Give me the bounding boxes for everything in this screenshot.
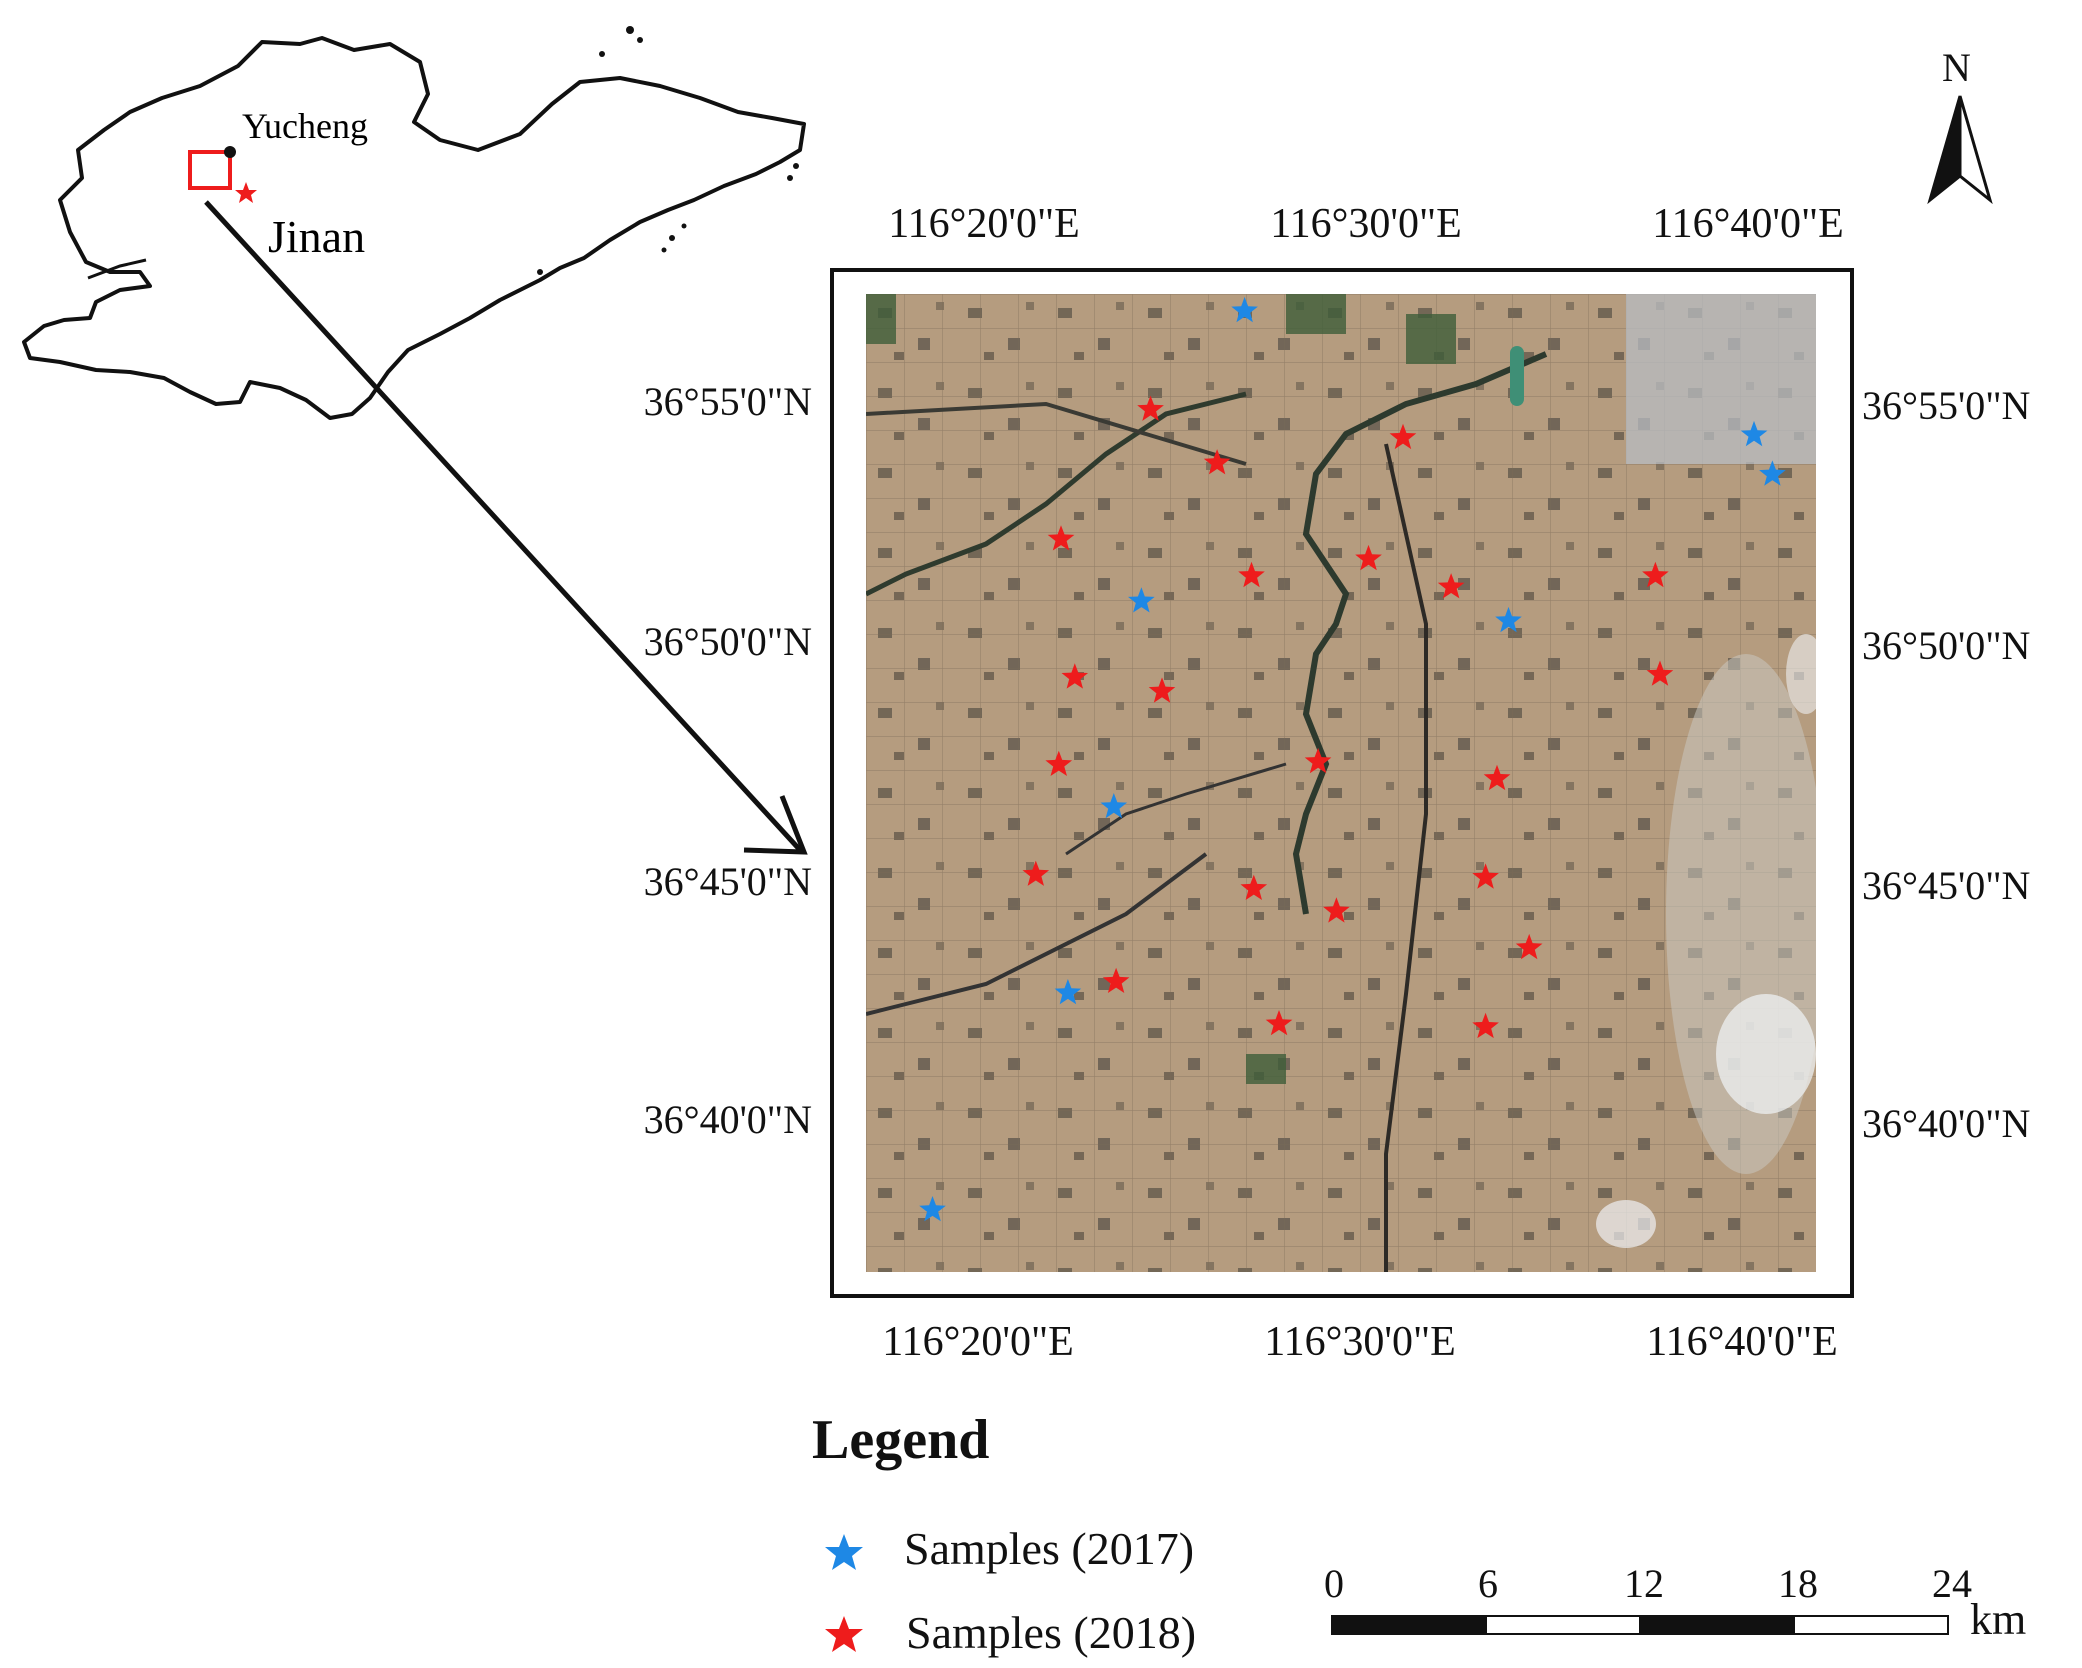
sample-2018-marker — [1304, 747, 1332, 774]
north-label: N — [1942, 45, 1971, 90]
sample-2018-marker — [1642, 561, 1669, 588]
legend-star-2018-icon — [825, 1616, 863, 1652]
lat-tick-left-3: 36°45'0"N — [643, 859, 812, 904]
sample-2018-marker — [1483, 764, 1511, 791]
sample-2018-marker — [1646, 660, 1674, 686]
province-outline — [22, 36, 806, 420]
scale-unit: km — [1970, 1595, 2027, 1644]
lon-tick-top-2: 116°30'0"E — [1270, 201, 1462, 247]
urban-area — [1626, 294, 1816, 464]
jinan-label: Jinan — [268, 211, 365, 262]
study-area-box — [188, 150, 232, 190]
jinan-star — [235, 182, 257, 203]
canal — [866, 391, 1247, 597]
legend-label-2018: Samples (2018) — [906, 1607, 1197, 1658]
scale-tick-0: 0 — [1324, 1561, 1344, 1606]
sample-2018-marker — [1137, 395, 1164, 421]
scale-tick-18: 18 — [1778, 1561, 1818, 1606]
coast-islands — [537, 26, 799, 275]
sample-2017-marker — [1495, 606, 1522, 633]
sample-2018-marker — [1102, 967, 1130, 993]
sample-2017-marker — [1128, 587, 1155, 613]
legend-label-2017: Samples (2017) — [904, 1523, 1195, 1574]
samples-layer — [919, 296, 1786, 1222]
sample-2017-marker — [1231, 296, 1258, 323]
lon-tick-bottom-3: 116°40'0"E — [1646, 1319, 1838, 1365]
river — [1292, 351, 1548, 915]
lat-tick-right-1: 36°55'0"N — [1862, 383, 2031, 428]
scale-tick-6: 6 — [1478, 1561, 1498, 1606]
arrow-line — [204, 200, 802, 852]
sample-2018-marker — [1045, 750, 1073, 776]
clouds — [1716, 994, 1816, 1114]
lat-tick-right-2: 36°50'0"N — [1862, 623, 2031, 668]
sample-2018-marker — [1265, 1010, 1293, 1036]
sample-2017-marker — [919, 1196, 946, 1222]
sample-2018-marker — [1515, 933, 1543, 960]
lat-tick-left-2: 36°50'0"N — [643, 619, 812, 664]
sample-2018-marker — [1355, 544, 1382, 571]
satellite-image — [866, 294, 1816, 1272]
lat-tick-right-3: 36°45'0"N — [1862, 863, 2031, 908]
sample-2017-marker — [1740, 420, 1768, 447]
lat-tick-left-1: 36°55'0"N — [643, 379, 812, 424]
inset-map: Yucheng Jinan — [22, 26, 806, 420]
sample-2018-marker — [1148, 677, 1176, 703]
sample-2018-marker — [1323, 897, 1350, 923]
sample-2017-marker — [1759, 460, 1786, 486]
sample-2018-marker — [1240, 874, 1268, 900]
inset-bay-line — [87, 258, 147, 280]
lon-tick-bottom-2: 116°30'0"E — [1264, 1319, 1456, 1365]
arrow-head — [743, 795, 808, 855]
scale-tick-12: 12 — [1624, 1561, 1664, 1606]
sample-2018-marker — [1022, 860, 1050, 886]
lon-tick-top-1: 116°20'0"E — [888, 201, 1080, 247]
main-road — [1384, 443, 1428, 1272]
sample-2018-marker — [1203, 449, 1231, 475]
yucheng-point — [224, 146, 236, 158]
sample-2017-marker — [1054, 979, 1082, 1005]
green-patches — [866, 294, 1456, 1084]
lat-tick-right-4: 36°40'0"N — [1862, 1101, 2031, 1146]
sample-2018-marker — [1047, 525, 1075, 551]
sample-2018-marker — [1472, 863, 1499, 889]
sample-2018-marker — [1437, 573, 1465, 599]
lon-tick-top-3: 116°40'0"E — [1652, 201, 1844, 247]
lon-tick-bottom-1: 116°20'0"E — [882, 1319, 1074, 1365]
legend-title: Legend — [812, 1409, 990, 1471]
yucheng-label: Yucheng — [242, 106, 368, 146]
sample-2018-marker — [1472, 1012, 1499, 1039]
sample-2018-marker — [1389, 423, 1417, 450]
scale-bar — [1331, 1615, 1949, 1635]
lat-tick-left-4: 36°40'0"N — [643, 1097, 812, 1142]
reservoir — [1510, 346, 1524, 406]
sample-2018-marker — [1061, 663, 1089, 689]
legend-star-2017-icon — [825, 1534, 863, 1570]
sample-2017-marker — [1100, 793, 1128, 819]
sample-2018-marker — [1238, 561, 1265, 588]
scale-tick-24: 24 — [1932, 1561, 1972, 1606]
north-arrow-icon — [1927, 95, 1993, 205]
